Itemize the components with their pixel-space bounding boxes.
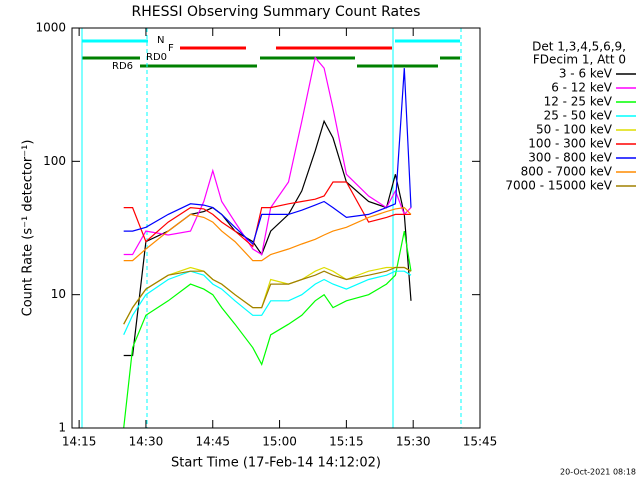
plot-frame	[71, 27, 481, 429]
legend-label: 800 - 7000 keV	[521, 165, 613, 179]
annotation: N	[157, 35, 164, 46]
series-line	[123, 230, 412, 429]
y-axis-label: Count Rate (s⁻¹ detector⁻¹)	[21, 140, 36, 317]
legend-label: 12 - 25 keV	[544, 95, 613, 109]
legend-label: 25 - 50 keV	[544, 109, 613, 123]
x-tick-label: 14:45	[195, 435, 230, 449]
flag-bars	[82, 39, 460, 68]
series-line	[123, 206, 412, 262]
legend-label: 3 - 6 keV	[559, 67, 613, 81]
annotation: F	[168, 43, 174, 54]
x-tick-label: 15:45	[463, 435, 498, 449]
legend-title: FDecim 1, Att 0	[533, 53, 626, 67]
annotation: RD6	[112, 61, 133, 72]
legend-label: 50 - 100 keV	[536, 123, 613, 137]
legend-label: 7000 - 15000 keV	[505, 179, 612, 193]
legend-label: 100 - 300 keV	[528, 137, 612, 151]
x-tick-label: 15:15	[329, 435, 364, 449]
reference-lines	[81, 28, 462, 428]
x-tick-label: 14:30	[129, 435, 164, 449]
series-line	[123, 270, 412, 336]
x-tick-label: 14:15	[62, 435, 97, 449]
footer: 20-Oct-2021 08:18	[560, 468, 636, 477]
legend-label: 300 - 800 keV	[528, 151, 612, 165]
x-tick-label: 15:30	[396, 435, 431, 449]
x-tick-label: 15:00	[262, 435, 297, 449]
legend-label: 6 - 12 keV	[551, 81, 613, 95]
series-line	[123, 181, 411, 248]
y-tick-label: 100	[43, 154, 66, 168]
y-tick-label: 1000	[35, 21, 66, 35]
annotation: RD0	[146, 52, 167, 63]
x-axis-label: Start Time (17-Feb-14 14:12:02)	[171, 456, 381, 471]
legend-title: Det 1,3,4,5,6,9,	[532, 40, 626, 54]
series-line	[123, 266, 412, 325]
series-line	[123, 266, 412, 325]
series-line	[123, 68, 412, 246]
y-tick-label: 1	[58, 421, 66, 435]
chart-title: RHESSI Observing Summary Count Rates	[132, 4, 421, 20]
y-tick-label: 10	[51, 287, 66, 301]
